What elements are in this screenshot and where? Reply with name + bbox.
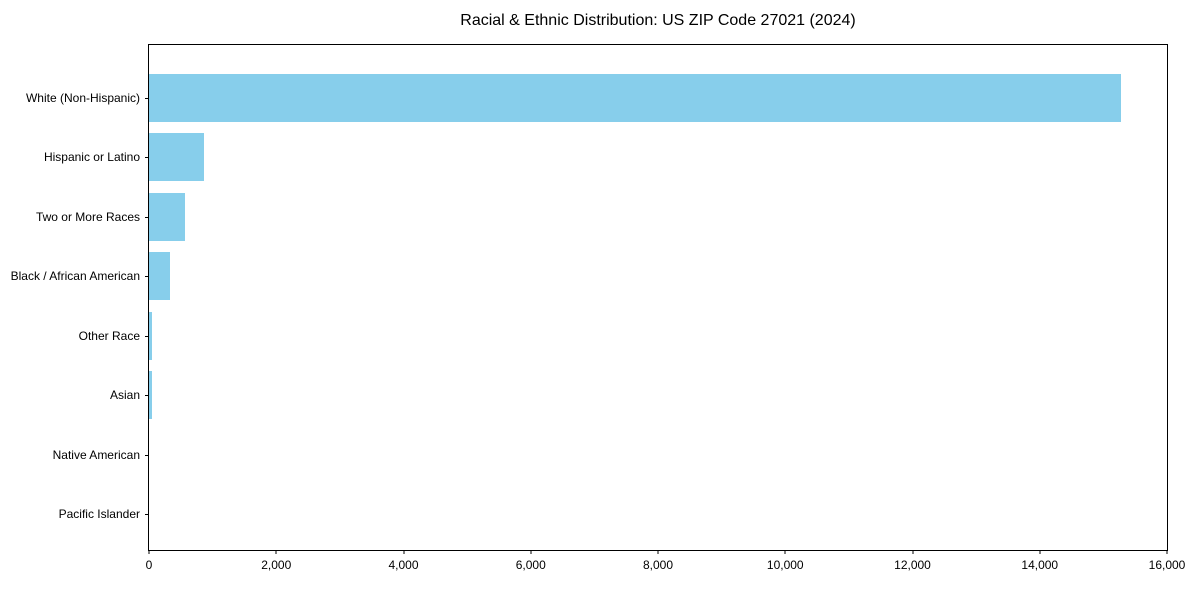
x-axis-tick-label: 8,000 <box>642 558 674 572</box>
bar-row: Hispanic or Latino <box>44 128 1167 188</box>
y-axis-tick <box>145 157 149 159</box>
y-axis-label: White (Non-Hispanic) <box>25 90 140 105</box>
y-axis-tick <box>145 276 149 278</box>
bar <box>149 133 204 182</box>
x-axis-tick <box>530 550 532 554</box>
bar <box>149 252 170 301</box>
y-axis-label: Asian <box>109 388 140 403</box>
y-axis-label: Black / African American <box>10 269 140 284</box>
x-axis-tick <box>275 550 277 554</box>
x-axis-tick-label: 2,000 <box>261 558 292 572</box>
x-axis-tick <box>657 550 659 554</box>
bar-row: Asian <box>110 366 1167 426</box>
bar <box>149 311 153 360</box>
x-axis-tick <box>912 550 913 554</box>
bar <box>149 192 185 241</box>
y-axis-tick <box>145 335 149 337</box>
y-axis-label: Two or More Races <box>35 209 140 224</box>
y-axis-tick <box>145 97 149 99</box>
x-axis-tick <box>403 550 404 554</box>
y-axis-label: Hispanic or Latino <box>43 150 140 165</box>
x-axis-tick-label: 10,000 <box>766 558 804 572</box>
bar-row: White (Non-Hispanic) <box>26 68 1167 128</box>
bar <box>149 73 1122 122</box>
bar <box>149 371 152 420</box>
x-axis-tick <box>1039 550 1041 554</box>
bar-row: Native American <box>53 425 1167 485</box>
x-axis-tick <box>148 550 150 554</box>
x-axis-tick-label: 16,000 <box>1148 558 1186 572</box>
plot-area: White (Non-Hispanic) Hispanic or Latino Tw… <box>11 44 1185 572</box>
x-axis-tick-label: 14,000 <box>1021 558 1059 572</box>
y-axis-tick <box>145 454 149 456</box>
x-axis-tick-label: 12,000 <box>894 558 931 572</box>
x-axis-tick <box>1166 550 1168 554</box>
y-axis-tick <box>145 395 149 397</box>
chart-title: Racial & Ethnic Distribution: US ZIP Cod… <box>460 12 856 29</box>
x-axis-tick-label: 6,000 <box>515 558 546 572</box>
y-axis-label: Native American <box>52 447 140 462</box>
x-axis-tick-label: 4,000 <box>388 558 419 572</box>
bar-row: Two or More Races <box>36 187 1167 247</box>
y-axis-tick <box>145 216 149 218</box>
x-axis-tick <box>784 550 786 554</box>
y-axis-tick <box>145 514 149 516</box>
y-axis-label: Pacific Islander <box>58 507 140 522</box>
bar-row: Other Race <box>79 306 1167 366</box>
y-axis-label: Other Race <box>78 328 140 343</box>
plot-rows: White (Non-Hispanic) Hispanic or Latino Tw… <box>11 45 1167 550</box>
bar-row: Black / African American <box>11 247 1167 307</box>
x-axis-tick-label: 0 <box>145 558 153 572</box>
bar-row: Pacific Islander <box>59 485 1167 545</box>
